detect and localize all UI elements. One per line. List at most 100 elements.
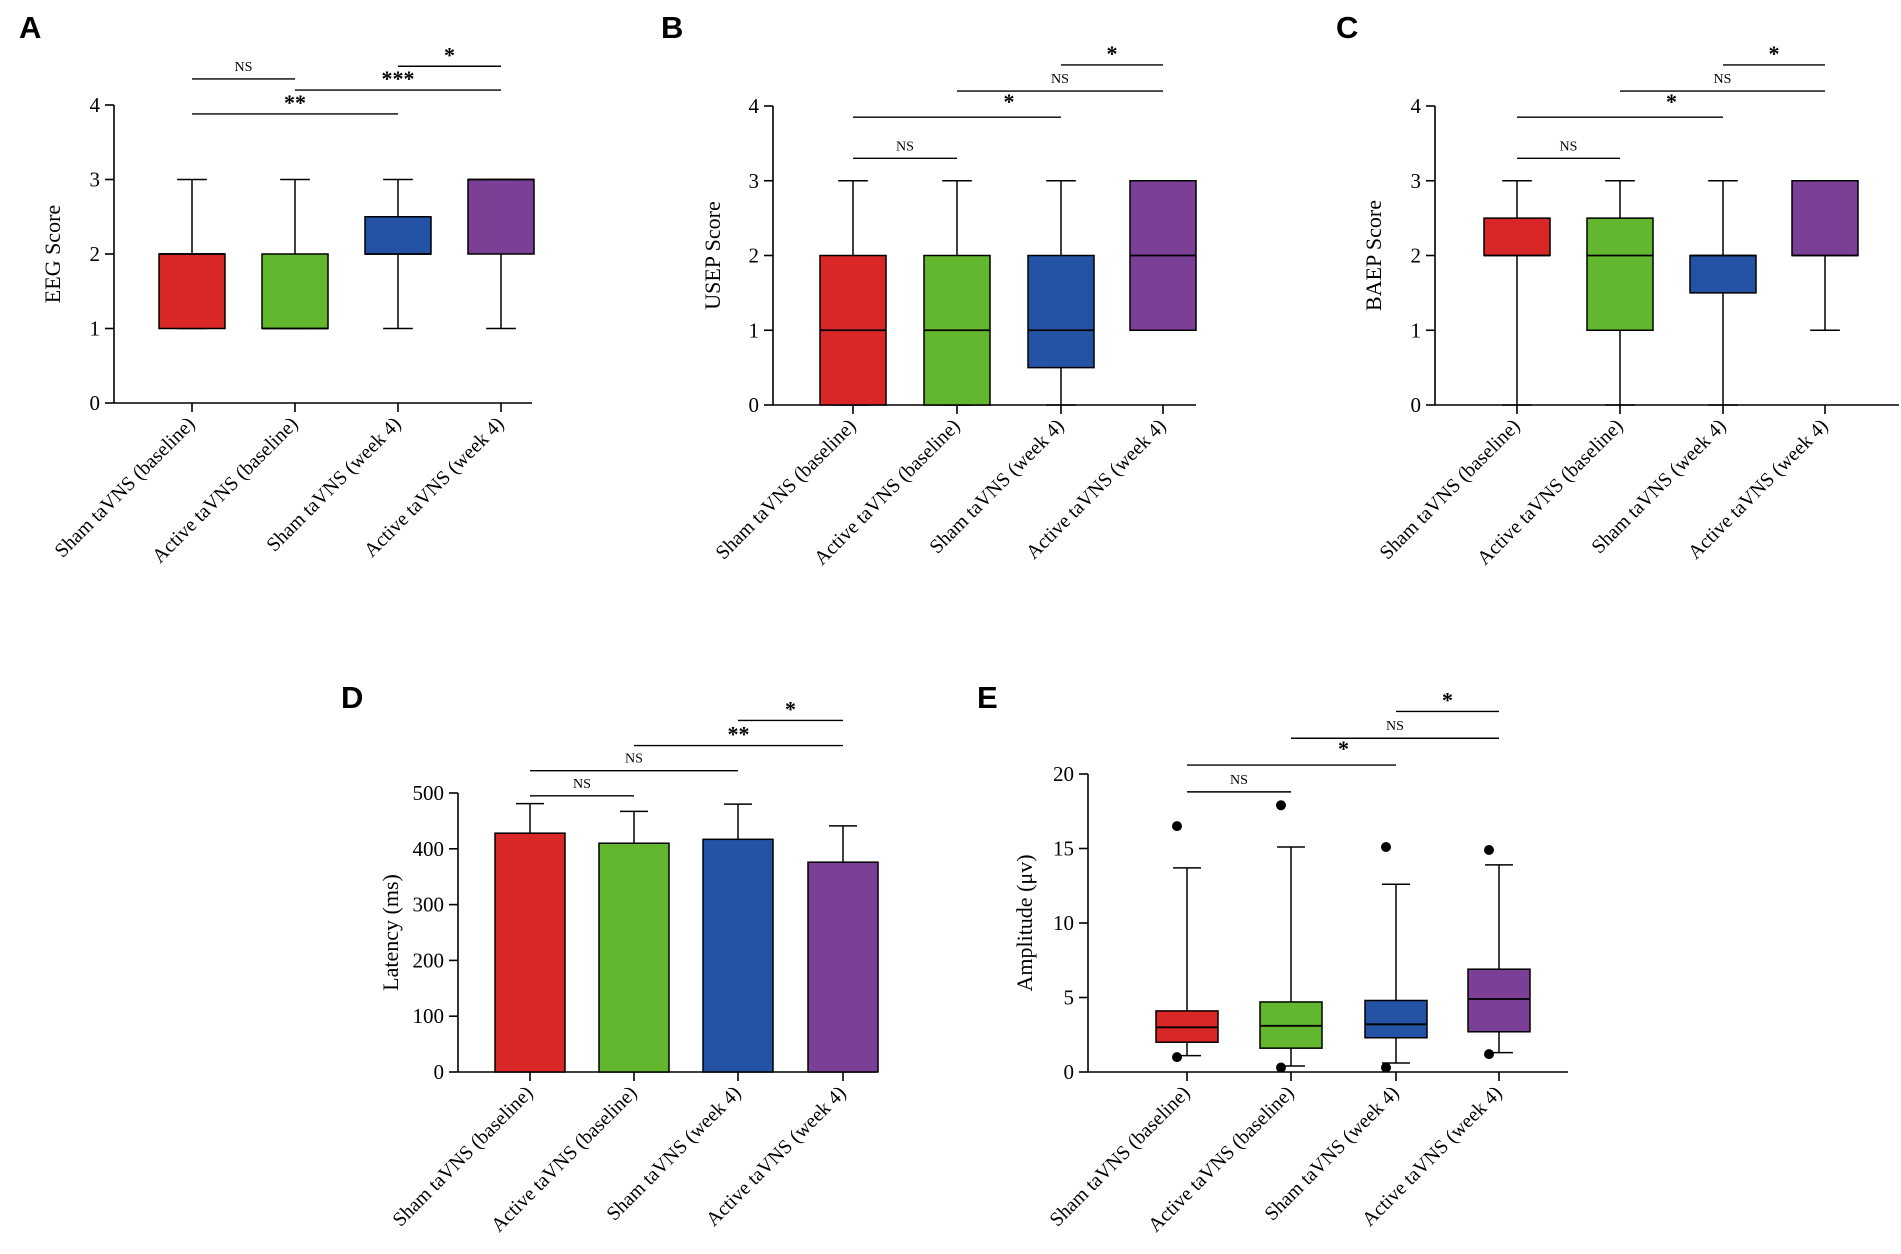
box-active-baseline xyxy=(923,180,991,406)
y-axis-label: BAEP Score xyxy=(1361,200,1386,311)
bar-rect xyxy=(494,832,566,1073)
y-tick-label: 500 xyxy=(413,781,445,805)
significance-bracket: * xyxy=(738,696,843,721)
significance-bracket: NS xyxy=(1517,139,1620,160)
box-iqr xyxy=(158,253,226,330)
significance-label: * xyxy=(1666,89,1677,114)
outlier-point xyxy=(1381,1062,1391,1073)
y-tick-label: 20 xyxy=(1053,762,1074,786)
y-tick-label: 3 xyxy=(1411,169,1422,193)
box-iqr xyxy=(364,216,432,255)
panel-label: B xyxy=(661,10,683,45)
bar-rect xyxy=(702,838,774,1073)
significance-bracket: NS xyxy=(530,752,738,772)
box-iqr xyxy=(1791,180,1859,257)
significance-label: NS xyxy=(625,752,643,767)
box-active-baseline xyxy=(1586,180,1654,406)
box-sham-week4 xyxy=(1689,180,1757,406)
box-iqr xyxy=(1689,254,1757,294)
y-tick-label: 0 xyxy=(1411,393,1422,417)
box-sham-baseline xyxy=(819,180,887,406)
significance-bracket: * xyxy=(1723,41,1825,66)
bar-active-week4 xyxy=(807,825,879,1073)
y-axis-label: EEG Score xyxy=(40,205,65,303)
box-active-week4 xyxy=(1791,180,1859,331)
significance-bracket: NS xyxy=(530,777,634,797)
box-sham-week4 xyxy=(1027,180,1095,406)
significance-bracket: NS xyxy=(853,139,957,160)
outlier-point xyxy=(1276,800,1286,811)
y-tick-label: 200 xyxy=(413,948,445,972)
significance-bracket: NS xyxy=(957,72,1163,92)
box-active-week4 xyxy=(1467,844,1531,1060)
box-sham-week4 xyxy=(364,178,432,330)
bar-active-baseline xyxy=(598,810,670,1073)
panel-label: D xyxy=(341,680,363,715)
box-iqr xyxy=(1483,217,1551,257)
panel-label: C xyxy=(1336,10,1358,45)
y-tick-label: 3 xyxy=(90,168,101,192)
box-sham-week4 xyxy=(1364,842,1428,1073)
significance-label: *** xyxy=(382,66,415,91)
y-tick-label: 300 xyxy=(413,893,445,917)
outlier-point xyxy=(1484,844,1494,855)
significance-label: ** xyxy=(728,722,750,747)
box-iqr xyxy=(1586,217,1654,331)
y-tick-label: 1 xyxy=(90,317,101,341)
box-active-baseline xyxy=(261,178,329,330)
y-axis-label: USEP Score xyxy=(700,201,725,310)
y-tick-label: 15 xyxy=(1053,837,1074,861)
bar-sham-week4 xyxy=(702,803,774,1073)
panel-label: A xyxy=(19,10,41,45)
box-sham-baseline xyxy=(1483,180,1551,406)
significance-bracket: NS xyxy=(1620,72,1825,92)
significance-label: NS xyxy=(235,60,253,75)
bar-rect xyxy=(598,842,670,1073)
outlier-point xyxy=(1484,1049,1494,1060)
box-iqr xyxy=(261,253,329,330)
outlier-point xyxy=(1381,842,1391,853)
y-tick-label: 0 xyxy=(90,391,101,415)
significance-bracket: * xyxy=(1061,41,1163,66)
y-axis-label: Latency (ms) xyxy=(378,874,403,991)
box-sham-baseline xyxy=(1155,821,1219,1063)
y-tick-label: 0 xyxy=(1064,1060,1075,1084)
significance-bracket: NS xyxy=(192,60,295,80)
significance-label: NS xyxy=(1386,719,1404,734)
box-active-week4 xyxy=(1129,180,1197,331)
significance-label: * xyxy=(1004,89,1015,114)
significance-label: NS xyxy=(896,139,914,154)
bar-rect xyxy=(807,861,879,1073)
significance-label: * xyxy=(1442,687,1453,712)
box-sham-baseline xyxy=(158,178,226,330)
y-tick-label: 0 xyxy=(749,393,760,417)
outlier-point xyxy=(1172,1052,1182,1063)
bar-sham-baseline xyxy=(494,802,566,1073)
outlier-point xyxy=(1172,821,1182,832)
box-iqr xyxy=(467,178,535,255)
y-tick-label: 4 xyxy=(749,94,760,118)
y-tick-label: 5 xyxy=(1064,986,1075,1010)
y-tick-label: 2 xyxy=(1411,244,1422,268)
y-tick-label: 4 xyxy=(90,93,101,117)
y-tick-label: 100 xyxy=(413,1004,445,1028)
significance-label: NS xyxy=(1714,72,1732,87)
y-tick-label: 0 xyxy=(434,1060,445,1084)
significance-label: NS xyxy=(1230,773,1248,788)
y-tick-label: 2 xyxy=(90,242,101,266)
significance-label: * xyxy=(1107,41,1118,66)
significance-label: NS xyxy=(1051,72,1069,87)
y-tick-label: 3 xyxy=(749,169,760,193)
significance-label: * xyxy=(1338,736,1349,761)
y-tick-label: 2 xyxy=(749,244,760,268)
significance-label: * xyxy=(785,696,796,721)
box-iqr xyxy=(1364,999,1428,1039)
box-iqr xyxy=(1467,968,1531,1033)
y-tick-label: 4 xyxy=(1411,94,1422,118)
significance-bracket: NS xyxy=(1187,773,1291,793)
y-tick-label: 1 xyxy=(1411,318,1422,342)
significance-bracket: ** xyxy=(634,722,843,747)
